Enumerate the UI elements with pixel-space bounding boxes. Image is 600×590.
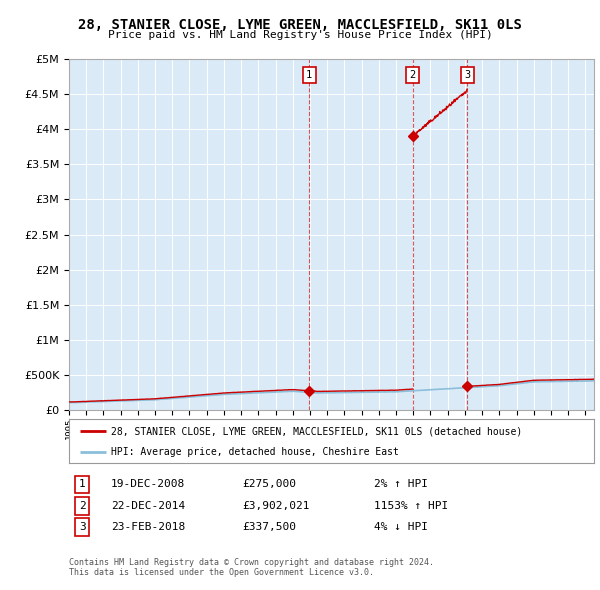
Text: 2: 2 xyxy=(410,70,416,80)
Text: 2: 2 xyxy=(79,501,86,511)
Text: 23-FEB-2018: 23-FEB-2018 xyxy=(111,522,185,532)
Text: 28, STANIER CLOSE, LYME GREEN, MACCLESFIELD, SK11 0LS: 28, STANIER CLOSE, LYME GREEN, MACCLESFI… xyxy=(78,18,522,32)
Text: Price paid vs. HM Land Registry's House Price Index (HPI): Price paid vs. HM Land Registry's House … xyxy=(107,30,493,40)
Text: £3,902,021: £3,902,021 xyxy=(242,501,310,511)
Text: 3: 3 xyxy=(464,70,470,80)
Text: 22-DEC-2014: 22-DEC-2014 xyxy=(111,501,185,511)
Text: 2% ↑ HPI: 2% ↑ HPI xyxy=(373,480,427,490)
Text: £337,500: £337,500 xyxy=(242,522,296,532)
Text: 3: 3 xyxy=(79,522,86,532)
Text: 4% ↓ HPI: 4% ↓ HPI xyxy=(373,522,427,532)
Text: 19-DEC-2008: 19-DEC-2008 xyxy=(111,480,185,490)
Text: Contains HM Land Registry data © Crown copyright and database right 2024.: Contains HM Land Registry data © Crown c… xyxy=(69,558,434,566)
Text: 1153% ↑ HPI: 1153% ↑ HPI xyxy=(373,501,448,511)
Text: 28, STANIER CLOSE, LYME GREEN, MACCLESFIELD, SK11 0LS (detached house): 28, STANIER CLOSE, LYME GREEN, MACCLESFI… xyxy=(111,427,522,436)
Text: £275,000: £275,000 xyxy=(242,480,296,490)
Text: HPI: Average price, detached house, Cheshire East: HPI: Average price, detached house, Ches… xyxy=(111,447,399,457)
Text: 1: 1 xyxy=(79,480,86,490)
Text: 1: 1 xyxy=(306,70,313,80)
Text: This data is licensed under the Open Government Licence v3.0.: This data is licensed under the Open Gov… xyxy=(69,568,374,576)
